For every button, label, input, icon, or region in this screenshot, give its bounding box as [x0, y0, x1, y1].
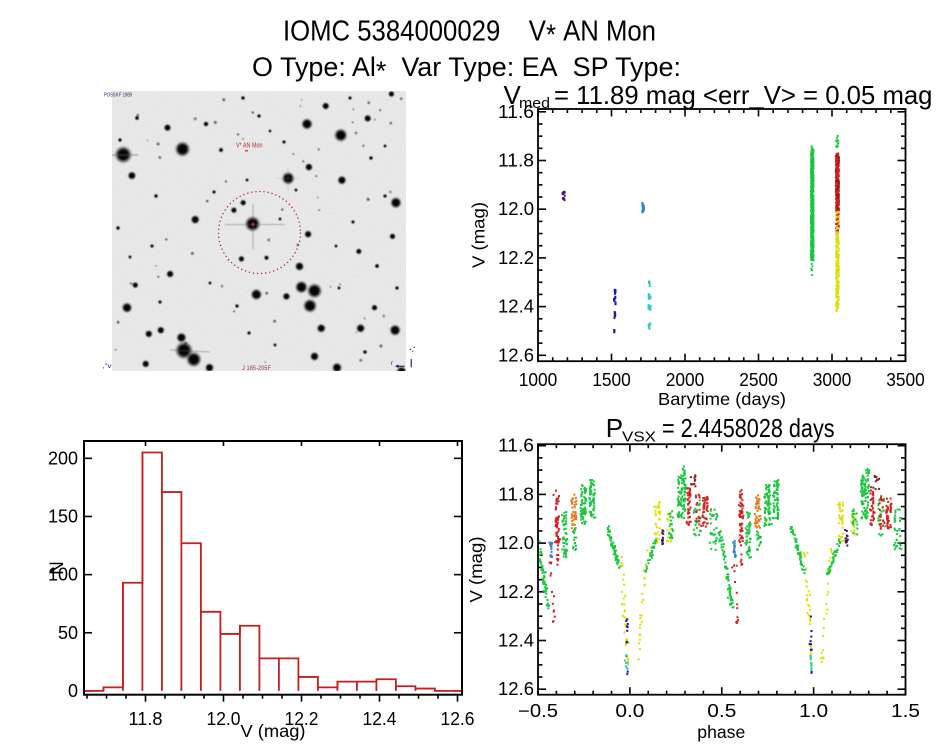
svg-text:phase: phase — [697, 722, 745, 742]
svg-text:12.2: 12.2 — [285, 709, 319, 729]
svg-text:IOMC 5384000029 V* AN Mon: IOMC 5384000029 V* AN Mon — [283, 16, 656, 52]
svg-text:1.5: 1.5 — [891, 701, 920, 721]
svg-text:2000: 2000 — [666, 370, 705, 390]
svg-text:11.8: 11.8 — [129, 709, 163, 729]
svg-text:12.4: 12.4 — [498, 631, 534, 651]
svg-text:VSX: VSX — [622, 429, 656, 446]
svg-text:V (mag): V (mag) — [466, 537, 486, 603]
svg-text:11.6: 11.6 — [498, 436, 534, 456]
svg-text:11.6: 11.6 — [498, 102, 534, 122]
svg-text:3500: 3500 — [886, 370, 925, 390]
svg-text:O Type: Al* Var Type: EA SP: O Type: Al* Var Type: EA SP Type: — [252, 52, 681, 86]
svg-text:11.8: 11.8 — [498, 484, 534, 504]
svg-text:12.6: 12.6 — [498, 345, 534, 365]
svg-text:1000: 1000 — [519, 370, 558, 390]
svg-text:V* AN Mon: V* AN Mon — [236, 140, 263, 149]
svg-text:12.6: 12.6 — [498, 679, 534, 699]
svg-text:V: V — [504, 80, 522, 110]
svg-text:P: P — [606, 413, 623, 443]
svg-text:= 11.89 mag <err_V> = 0.05 mag: = 11.89 mag <err_V> = 0.05 mag — [554, 80, 933, 110]
svg-text:12.0: 12.0 — [207, 709, 241, 729]
svg-text:3000: 3000 — [813, 370, 852, 390]
svg-text:12.4: 12.4 — [498, 297, 534, 317]
svg-text:V (mag): V (mag) — [241, 721, 306, 741]
svg-text:150: 150 — [48, 507, 78, 527]
svg-text:12.4: 12.4 — [363, 709, 397, 729]
svg-text:12.2: 12.2 — [498, 582, 534, 602]
svg-text:0.0: 0.0 — [615, 701, 644, 721]
svg-text:,"v: ,"v — [103, 364, 112, 370]
svg-text:12.6: 12.6 — [441, 709, 475, 729]
svg-text:r: r — [391, 361, 393, 367]
svg-text:100: 100 — [48, 565, 78, 585]
svg-text:1.0: 1.0 — [799, 701, 828, 721]
svg-text:Barytime (days): Barytime (days) — [658, 389, 786, 409]
svg-text:12.0: 12.0 — [498, 533, 534, 553]
svg-text:2500: 2500 — [739, 370, 778, 390]
svg-text:12.2: 12.2 — [498, 248, 534, 268]
svg-text:12.0: 12.0 — [498, 199, 534, 219]
svg-text:J 185-205F: J 185-205F — [242, 365, 271, 372]
svg-text:11.8: 11.8 — [498, 151, 534, 171]
svg-text:med: med — [519, 95, 550, 112]
svg-text:0.5: 0.5 — [707, 701, 736, 721]
svg-text:50: 50 — [58, 623, 78, 643]
svg-text:−0.5: −0.5 — [518, 701, 558, 721]
svg-text:1500: 1500 — [592, 370, 631, 390]
svg-text:V (mag): V (mag) — [469, 202, 489, 268]
svg-text:0: 0 — [68, 681, 78, 701]
svg-text:= 2.4458028 days: = 2.4458028 days — [662, 413, 835, 443]
svg-text:POSSII F 1989: POSSII F 1989 — [104, 92, 132, 98]
svg-text:200: 200 — [48, 448, 78, 468]
svg-text:N: N — [47, 561, 68, 575]
